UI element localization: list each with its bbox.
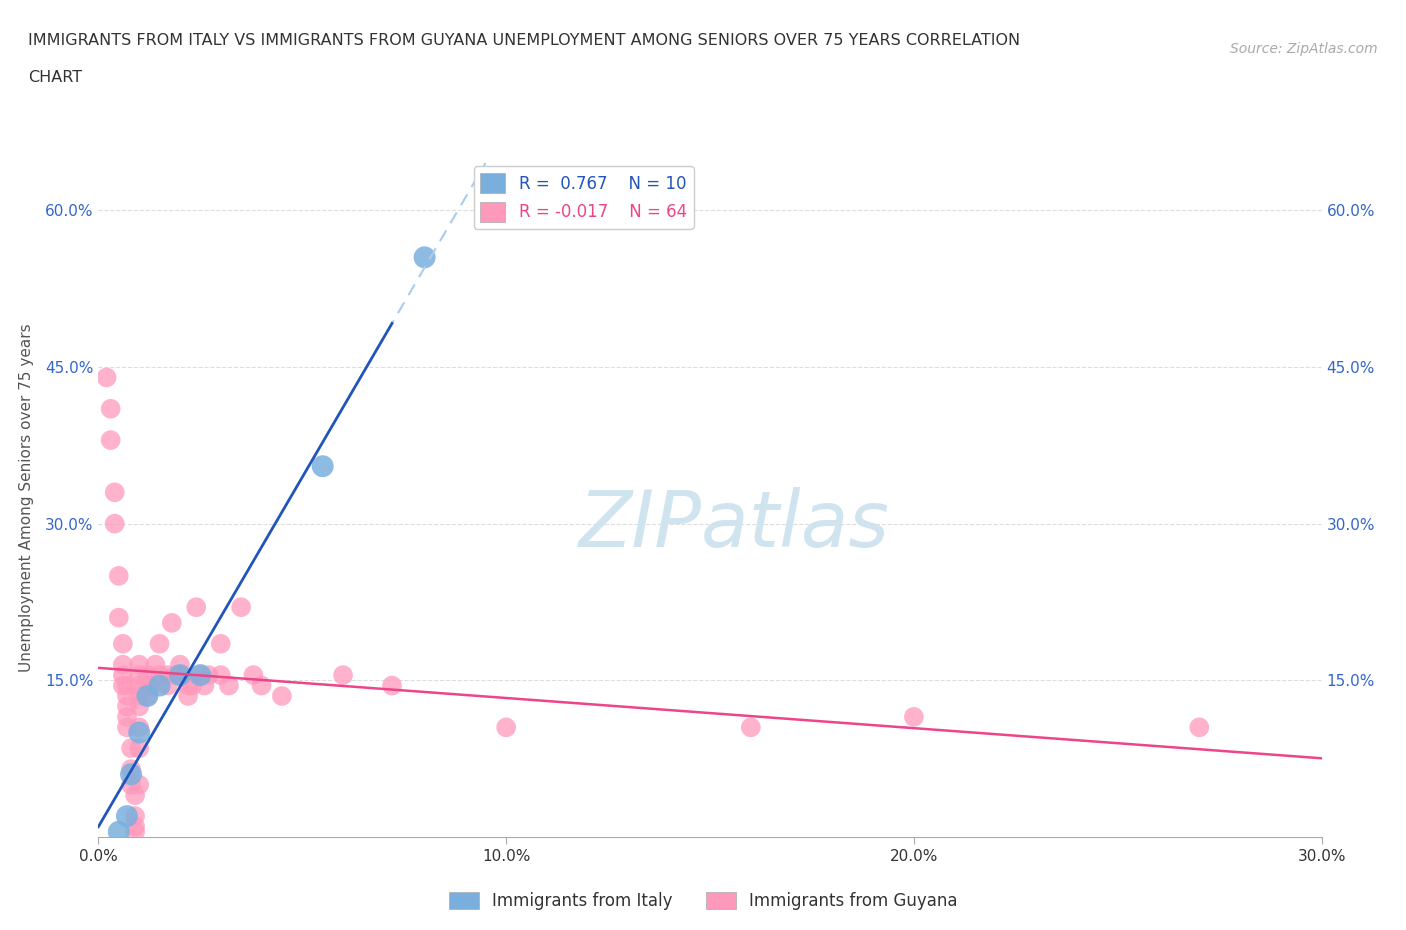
Point [903, 710, 925, 724]
Point [188, 668, 212, 683]
Point [136, 688, 159, 703]
Point [231, 600, 253, 615]
Point [136, 668, 159, 683]
Point [141, 678, 163, 693]
Text: IMMIGRANTS FROM ITALY VS IMMIGRANTS FROM GUYANA UNEMPLOYMENT AMONG SENIORS OVER : IMMIGRANTS FROM ITALY VS IMMIGRANTS FROM… [28, 33, 1021, 47]
Point [136, 688, 159, 703]
Point [165, 668, 187, 683]
Point [149, 636, 172, 651]
Point [312, 458, 335, 473]
Point [96, 370, 118, 385]
Point [124, 809, 146, 824]
Point [209, 668, 232, 683]
Point [128, 720, 150, 735]
Point [128, 699, 150, 714]
Point [108, 824, 131, 839]
Point [149, 668, 172, 683]
Point [209, 636, 232, 651]
Point [111, 658, 134, 672]
Point [111, 668, 134, 683]
Point [136, 678, 159, 693]
Point [115, 678, 138, 693]
Point [120, 741, 142, 756]
Y-axis label: Unemployment Among Seniors over 75 years: Unemployment Among Seniors over 75 years [18, 324, 34, 671]
Point [177, 678, 200, 693]
Point [128, 741, 150, 756]
Point [193, 678, 215, 693]
Legend: R =  0.767    N = 10, R = -0.017    N = 64: R = 0.767 N = 10, R = -0.017 N = 64 [474, 166, 693, 229]
Point [120, 767, 142, 782]
Text: ZIPatlas: ZIPatlas [579, 486, 890, 563]
Point [1188, 720, 1211, 735]
Point [242, 668, 264, 683]
Point [108, 610, 131, 625]
Point [332, 668, 354, 683]
Point [115, 688, 138, 703]
Point [156, 678, 179, 693]
Point [149, 678, 172, 693]
Point [100, 432, 122, 447]
Point [115, 720, 138, 735]
Point [128, 678, 150, 693]
Point [111, 636, 134, 651]
Point [100, 402, 122, 417]
Point [169, 668, 191, 683]
Point [169, 658, 191, 672]
Point [495, 720, 517, 735]
Point [177, 688, 200, 703]
Point [181, 678, 204, 693]
Point [381, 678, 404, 693]
Point [169, 668, 191, 683]
Point [128, 688, 150, 703]
Point [186, 600, 208, 615]
Point [104, 485, 127, 499]
Point [111, 678, 134, 693]
Point [250, 678, 273, 693]
Point [124, 788, 146, 803]
Point [115, 699, 138, 714]
Point [145, 658, 167, 672]
Point [740, 720, 762, 735]
Point [128, 658, 150, 672]
Point [218, 678, 240, 693]
Point [270, 688, 294, 703]
Point [128, 668, 150, 683]
Point [124, 824, 146, 839]
Point [128, 725, 150, 740]
Legend: Immigrants from Italy, Immigrants from Guyana: Immigrants from Italy, Immigrants from G… [441, 885, 965, 917]
Text: Source: ZipAtlas.com: Source: ZipAtlas.com [1230, 42, 1378, 56]
Point [156, 668, 179, 683]
Text: CHART: CHART [28, 70, 82, 85]
Point [120, 762, 142, 777]
Point [197, 668, 219, 683]
Point [413, 250, 436, 265]
Point [120, 777, 142, 792]
Point [108, 568, 131, 583]
Point [115, 809, 138, 824]
Point [160, 616, 183, 631]
Point [188, 668, 212, 683]
Point [124, 819, 146, 834]
Point [104, 516, 127, 531]
Point [128, 777, 150, 792]
Point [115, 710, 138, 724]
